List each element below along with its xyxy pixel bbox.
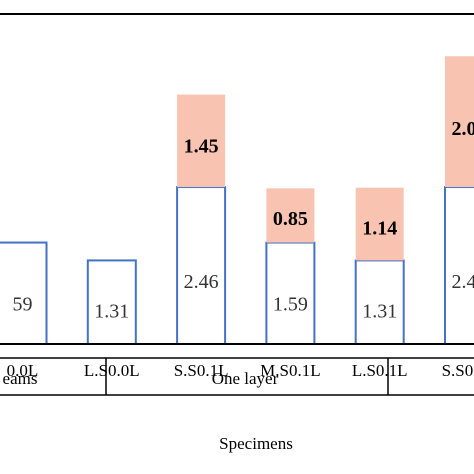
bar-base-3 [265,241,316,345]
bar-top-4 [355,187,404,261]
group-label-0: eams [3,369,38,388]
bar-base-0 [0,241,48,345]
bar-base-label-5: 2.46 [452,271,474,293]
bar-top-5 [445,56,474,188]
bar-top-label-5: 2.05 [452,118,474,140]
bar-top-2 [177,94,226,188]
group-labels-layer: eams One layer [3,369,279,388]
bar-base-label-4: 1.31 [362,301,397,323]
bar-base-2 [176,186,227,345]
bar-base-label-1: 1.31 [94,301,129,323]
bar-base-label-2: 2.46 [184,271,219,293]
category-label-4: L.S0.1L [352,361,408,380]
category-label-0: 0.0L [7,361,39,380]
category-label-5: S.S0.2L [442,361,474,380]
x-axis-title: Specimens [219,434,293,453]
category-label-3: M.S0.1L [260,361,320,380]
bar-base-5 [444,186,474,345]
bar-top-label-3: 0.85 [273,208,308,230]
bar-top-3 [266,188,315,243]
category-labels-layer: 0.0L L.S0.0L S.S0.1L M.S0.1L L.S0.1L S.S0.2L [7,361,474,380]
bar-base-label-0: 59 [13,293,33,315]
bar-top-label-4: 1.14 [362,218,397,240]
bar-top-label-2: 1.45 [184,135,219,157]
data-labels-layer: 59 1.31 2.46 1.45 1.59 0.85 1.31 1.14 2.46 2.05 [13,118,474,322]
category-label-1: L.S0.0L [84,361,140,380]
category-label-2: S.S0.1L [174,361,229,380]
group-label-1: One layer [212,369,279,388]
bars-layer [0,56,474,345]
bar-base-1 [86,259,137,345]
bar-base-label-3: 1.59 [273,293,308,315]
